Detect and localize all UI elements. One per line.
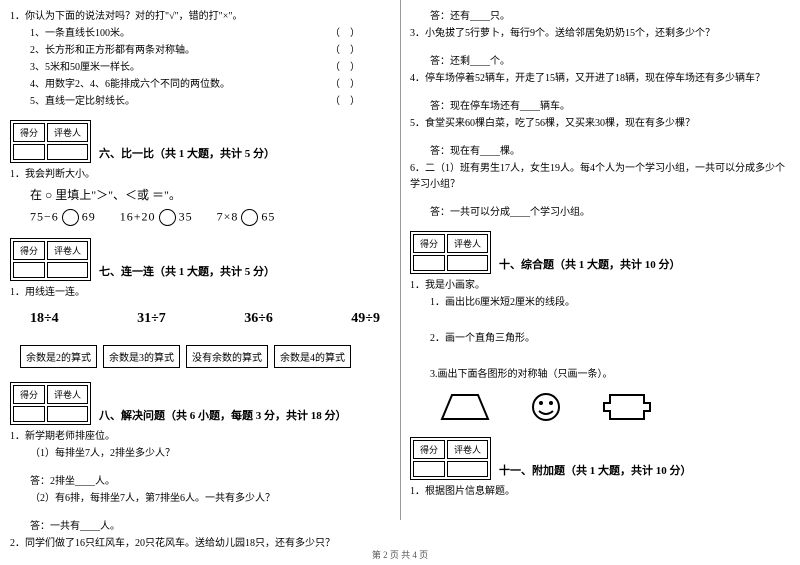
q1-paren-4: （ ） bbox=[330, 77, 360, 93]
expr-1a: 75−6 bbox=[30, 209, 59, 223]
sec8-q1-p1: （1）每排坐7人，2排坐多少人？ bbox=[10, 446, 390, 462]
r-a3: 答：还剩____个。 bbox=[410, 54, 790, 70]
q1-paren-3: （ ） bbox=[330, 60, 360, 76]
q1-item-1-text: 1、一条直线长100米。 bbox=[30, 28, 130, 39]
expr-3a: 7×8 bbox=[217, 209, 239, 223]
score-box-10: 得分评卷人 bbox=[410, 231, 491, 274]
q1-item-2: 2、长方形和正方形都有两条对称轴。 （ ） bbox=[10, 43, 390, 59]
sec10-p1: 1．画出比6厘米短2厘米的线段。 bbox=[410, 295, 790, 311]
remainder-box-row: 余数是2的算式 余数是3的算式 没有余数的算式 余数是4的算式 bbox=[20, 345, 390, 368]
div-2: 31÷7 bbox=[137, 311, 166, 327]
r-q6: 6．二（1）班有男生17人，女生19人。每4个人为一个学习小组，一共可以分成多少… bbox=[410, 161, 790, 193]
expr-2b: 35 bbox=[179, 209, 193, 223]
q1-item-3: 3、5米和50厘米一样长。 （ ） bbox=[10, 60, 390, 76]
page: 1．你认为下面的说法对吗？对的打"√"，错的打"×"。 1、一条直线长100米。… bbox=[0, 0, 800, 565]
expr-3b: 65 bbox=[261, 209, 275, 223]
score-l-10: 得分 bbox=[413, 234, 445, 253]
q1-item-5: 5、直线一定比射线长。 （ ） bbox=[10, 94, 390, 110]
box-1: 余数是2的算式 bbox=[20, 345, 97, 368]
section-7-header: 得分评卷人 七、连一连（共 1 大题，共计 5 分） bbox=[10, 232, 390, 281]
q1-item-2-text: 2、长方形和正方形都有两条对称轴。 bbox=[30, 45, 195, 56]
sec10-stem: 1．我是小画家。 bbox=[410, 278, 790, 294]
cross-shape-icon bbox=[602, 391, 652, 423]
sec6-math-row: 75−6 69 16+20 35 7×8 65 bbox=[30, 209, 390, 226]
r-a5: 答：现在有____棵。 bbox=[410, 144, 790, 160]
sec8-q1-a2: 答：一共有____人。 bbox=[10, 519, 390, 535]
score-box-11: 得分评卷人 bbox=[410, 437, 491, 480]
section-10-header: 得分评卷人 十、综合题（共 1 大题，共计 10 分） bbox=[410, 225, 790, 274]
q1-stem: 1．你认为下面的说法对吗？对的打"√"，错的打"×"。 bbox=[10, 9, 390, 25]
right-column: 答：还有____只。 3．小兔拔了5行萝卜，每行9个。送给邻居兔奶奶15个，还剩… bbox=[400, 0, 800, 565]
section-6-title: 六、比一比（共 1 大题，共计 5 分） bbox=[99, 145, 275, 161]
score-r-8: 评卷人 bbox=[47, 385, 88, 404]
score-box-6: 得分评卷人 bbox=[10, 120, 91, 163]
score-l-11: 得分 bbox=[413, 440, 445, 459]
q1-item-4: 4、用数字2、4、6能排成六个不同的两位数。 （ ） bbox=[10, 77, 390, 93]
r-a4: 答：现在停车场还有____辆车。 bbox=[410, 99, 790, 115]
expr-1b: 69 bbox=[82, 209, 96, 223]
q1-paren-2: （ ） bbox=[330, 43, 360, 59]
box-2: 余数是3的算式 bbox=[103, 345, 180, 368]
section-7-title: 七、连一连（共 1 大题，共计 5 分） bbox=[99, 263, 275, 279]
compare-circle-1 bbox=[62, 209, 79, 226]
div-3: 36÷6 bbox=[244, 311, 273, 327]
r-a2: 答：还有____只。 bbox=[410, 9, 790, 25]
section-11-header: 得分评卷人 十一、附加题（共 1 大题，共计 10 分） bbox=[410, 431, 790, 480]
sec6-instruct: 在 ○ 里填上"＞"、＜或 ＝"。 bbox=[10, 187, 390, 203]
r-a6: 答：一共可以分成____个学习小组。 bbox=[410, 205, 790, 221]
division-row: 18÷4 31÷7 36÷6 49÷9 bbox=[30, 311, 380, 327]
q1-item-3-text: 3、5米和50厘米一样长。 bbox=[30, 62, 140, 73]
div-4: 49÷9 bbox=[351, 311, 380, 327]
sec10-p2: 2．画一个直角三角形。 bbox=[410, 331, 790, 347]
r-q5: 5．食堂买来60棵白菜，吃了56棵，又买来30棵，现在有多少棵？ bbox=[410, 116, 790, 132]
trapezoid-icon bbox=[440, 391, 490, 423]
sec8-q1-p2: （2）有6排，每排坐7人，第7排坐6人。一共有多少人？ bbox=[10, 491, 390, 507]
compare-circle-3 bbox=[241, 209, 258, 226]
r-q3: 3．小兔拔了5行萝卜，每行9个。送给邻居兔奶奶15个，还剩多少个？ bbox=[410, 26, 790, 42]
score-box-8: 得分评卷人 bbox=[10, 382, 91, 425]
section-8-header: 得分评卷人 八、解决问题（共 6 小题，每题 3 分，共计 18 分） bbox=[10, 376, 390, 425]
box-4: 余数是4的算式 bbox=[274, 345, 351, 368]
smiley-icon bbox=[530, 391, 562, 423]
q1-paren-1: （ ） bbox=[330, 26, 360, 42]
score-r-7: 评卷人 bbox=[47, 241, 88, 260]
score-l-6: 得分 bbox=[13, 123, 45, 142]
score-box-7: 得分评卷人 bbox=[10, 238, 91, 281]
sec11-q: 1．根据图片信息解题。 bbox=[410, 484, 790, 500]
q1-item-4-text: 4、用数字2、4、6能排成六个不同的两位数。 bbox=[30, 79, 230, 90]
sec10-p3: 3.画出下面各图形的对称轴（只画一条）。 bbox=[410, 367, 790, 383]
q1-item-5-text: 5、直线一定比射线长。 bbox=[30, 96, 135, 107]
score-l-7: 得分 bbox=[13, 241, 45, 260]
q1-paren-5: （ ） bbox=[330, 94, 360, 110]
box-3: 没有余数的算式 bbox=[186, 345, 268, 368]
sec8-q1-a1: 答：2排坐____人。 bbox=[10, 474, 390, 490]
score-r-11: 评卷人 bbox=[447, 440, 488, 459]
shapes-row bbox=[440, 391, 790, 423]
sec8-q1-stem: 1．新学期老师排座位。 bbox=[10, 429, 390, 445]
expr-2a: 16+20 bbox=[120, 209, 156, 223]
section-6-header: 得分评卷人 六、比一比（共 1 大题，共计 5 分） bbox=[10, 114, 390, 163]
compare-circle-2 bbox=[159, 209, 176, 226]
section-11-title: 十一、附加题（共 1 大题，共计 10 分） bbox=[499, 462, 692, 478]
q1-item-1: 1、一条直线长100米。 （ ） bbox=[10, 26, 390, 42]
div-1: 18÷4 bbox=[30, 311, 59, 327]
page-footer: 第 2 页 共 4 页 bbox=[0, 548, 800, 561]
section-8-title: 八、解决问题（共 6 小题，每题 3 分，共计 18 分） bbox=[99, 407, 347, 423]
r-q4: 4．停车场停着52辆车，开走了15辆，又开进了18辆，现在停车场还有多少辆车？ bbox=[410, 71, 790, 87]
score-l-8: 得分 bbox=[13, 385, 45, 404]
sec6-q-stem: 1．我会判断大小。 bbox=[10, 167, 390, 183]
score-r-6: 评卷人 bbox=[47, 123, 88, 142]
section-10-title: 十、综合题（共 1 大题，共计 10 分） bbox=[499, 256, 681, 272]
left-column: 1．你认为下面的说法对吗？对的打"√"，错的打"×"。 1、一条直线长100米。… bbox=[0, 0, 400, 565]
sec7-q-stem: 1．用线连一连。 bbox=[10, 285, 390, 301]
score-r-10: 评卷人 bbox=[447, 234, 488, 253]
